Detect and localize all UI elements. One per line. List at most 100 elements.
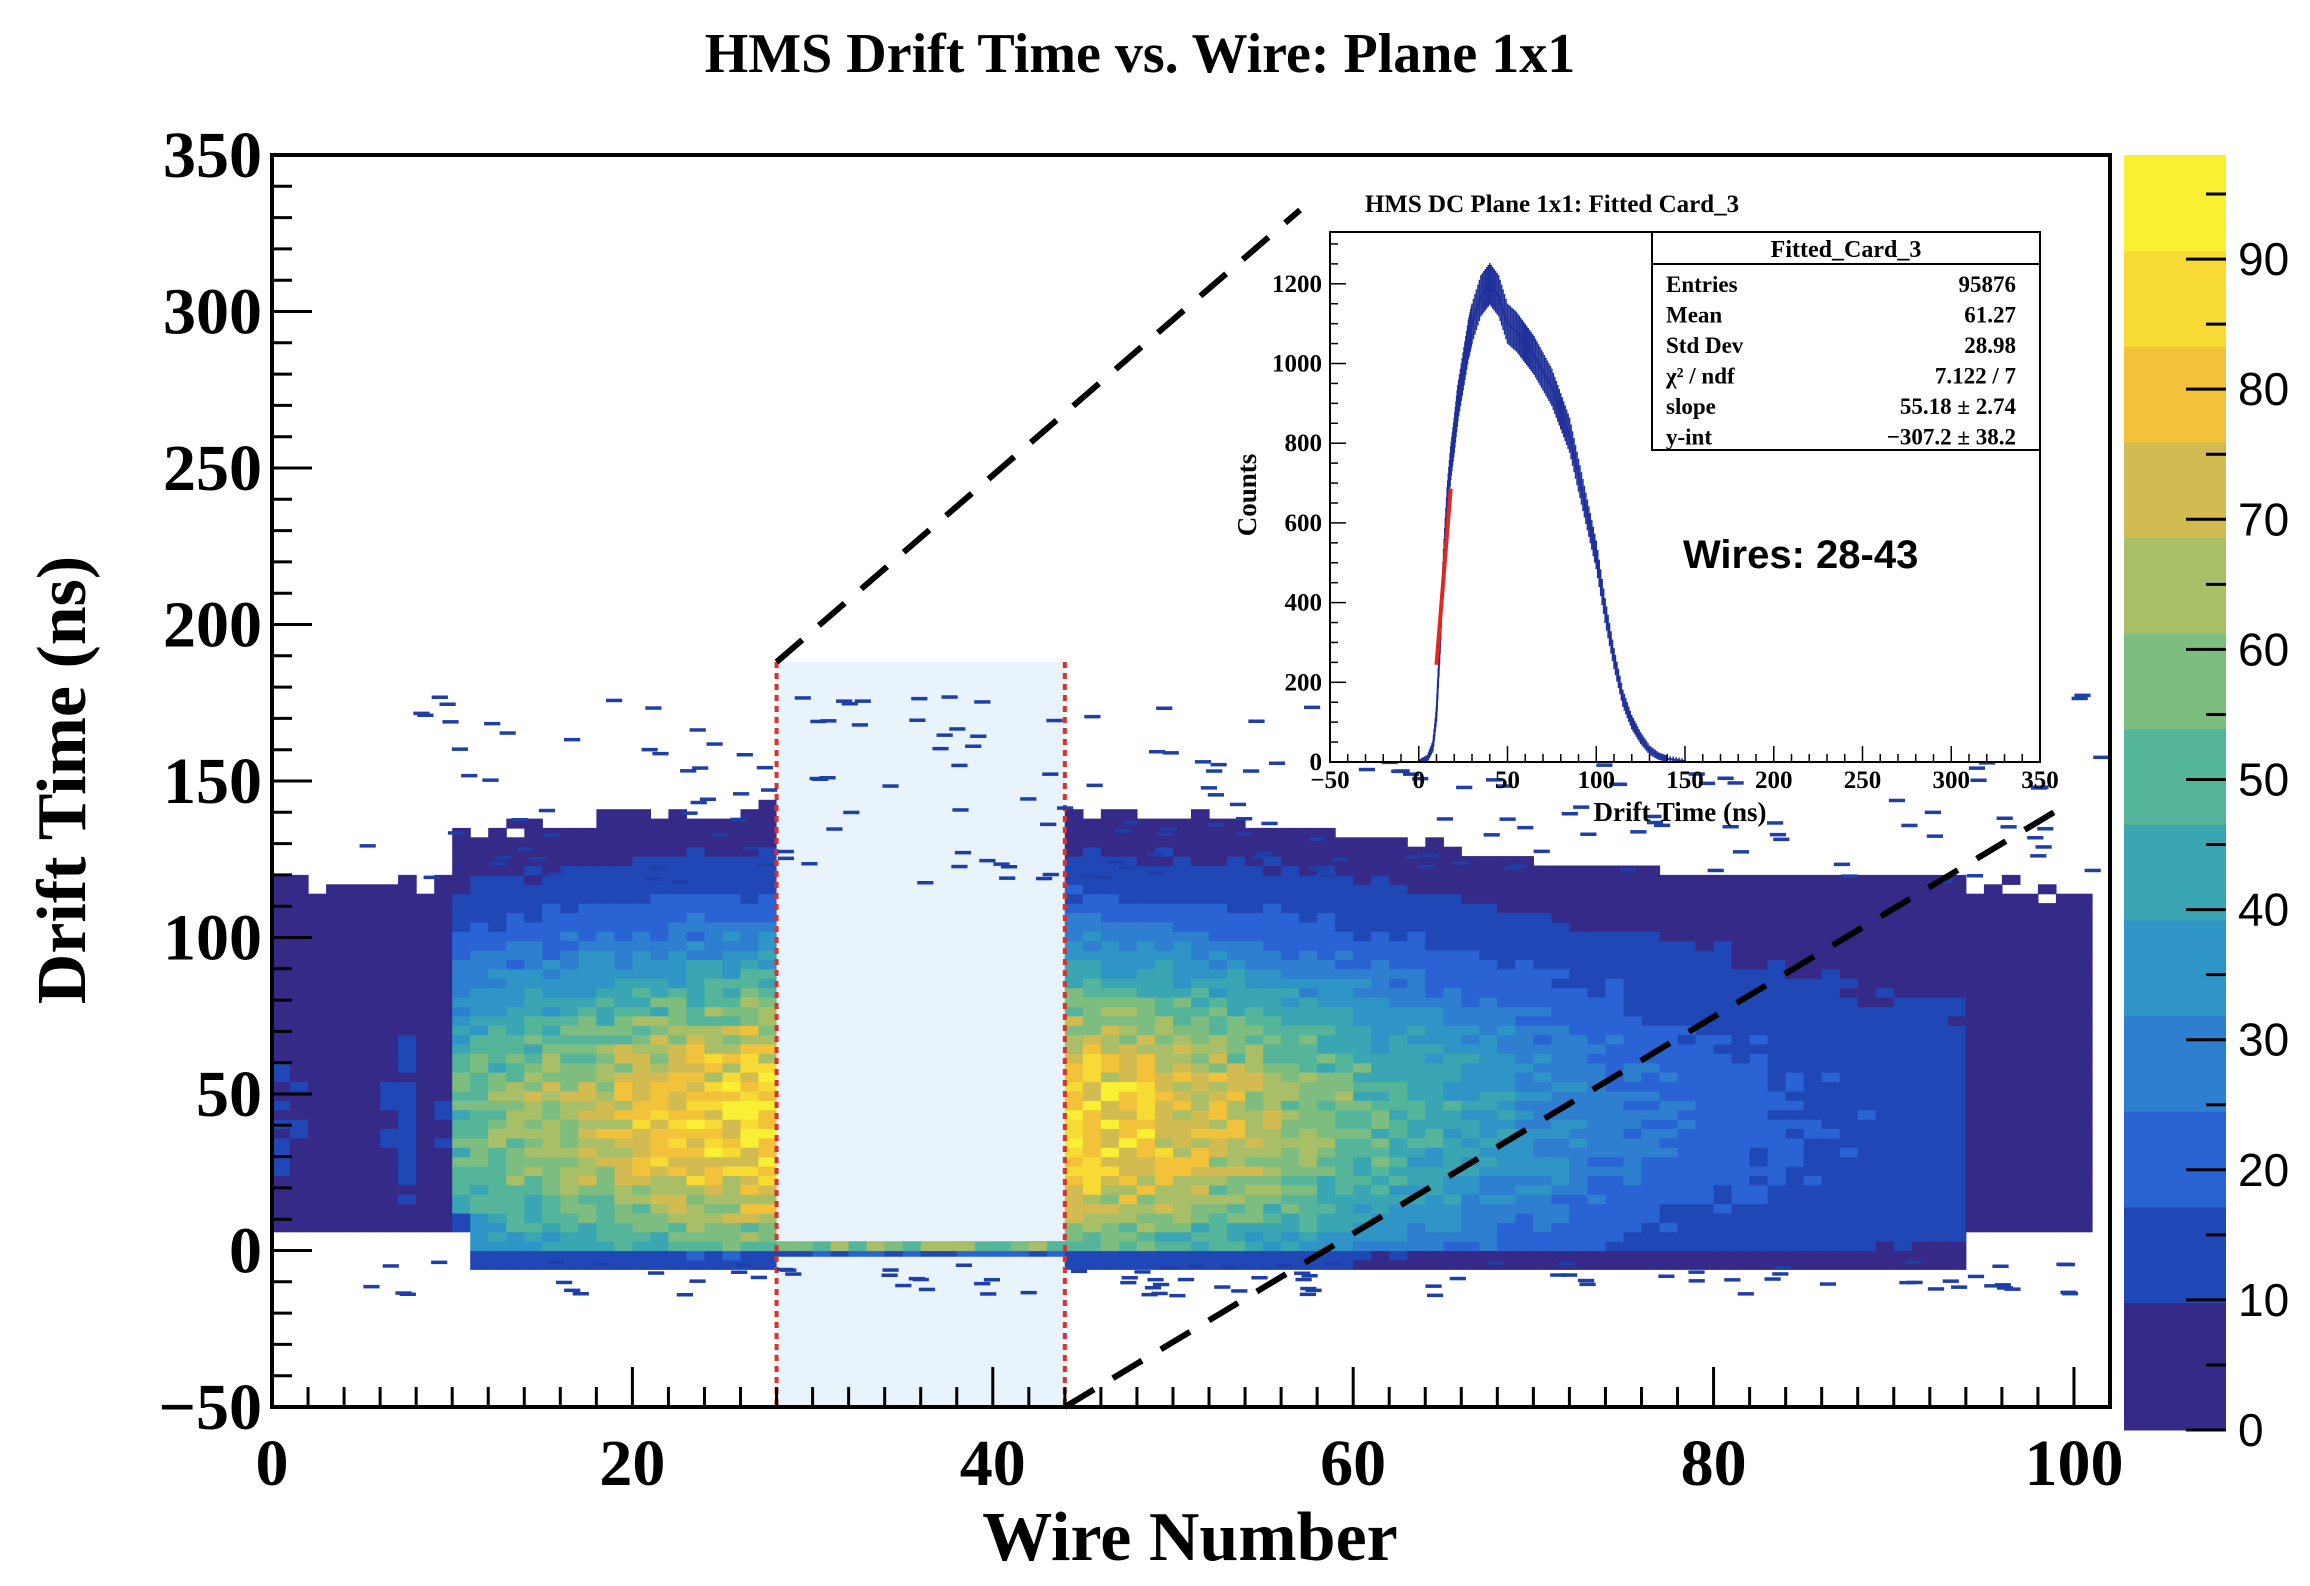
heatmap-cell bbox=[1173, 1194, 1192, 1205]
heatmap-outlier bbox=[1070, 1269, 1088, 1273]
heatmap-cell bbox=[1227, 1156, 1246, 1167]
heatmap-outlier bbox=[1698, 781, 1716, 786]
heatmap-outlier bbox=[447, 831, 465, 835]
heatmap-cell bbox=[1371, 1231, 1390, 1242]
heatmap-cell bbox=[1082, 1259, 1102, 1270]
heatmap-cell bbox=[1677, 1147, 1697, 1158]
heatmap-cell bbox=[1209, 1259, 1228, 1270]
heatmap-cell bbox=[1371, 1184, 1390, 1195]
heatmap-cell bbox=[326, 1175, 345, 1186]
heatmap-cell bbox=[308, 1184, 327, 1195]
heatmap-cell bbox=[1335, 997, 1354, 1007]
heatmap-cell bbox=[686, 1184, 706, 1195]
heatmap-cell bbox=[1245, 940, 1264, 951]
heatmap-cell bbox=[1028, 1241, 1048, 1252]
heatmap-outlier bbox=[1294, 1271, 1311, 1275]
heatmap-cell bbox=[1695, 1034, 1715, 1045]
heatmap-cell bbox=[344, 1081, 363, 1092]
heatmap-cell bbox=[560, 1006, 579, 1017]
heatmap-cell bbox=[1209, 1250, 1228, 1261]
heatmap-cell bbox=[1407, 1034, 1426, 1045]
heatmap-cell bbox=[434, 903, 453, 914]
heatmap-cell bbox=[1371, 1062, 1390, 1073]
heatmap-cell bbox=[1965, 921, 1985, 932]
heatmap-cell bbox=[1623, 1109, 1643, 1120]
heatmap-cell bbox=[1533, 1231, 1552, 1242]
heatmap-cell bbox=[272, 940, 291, 951]
heatmap-cell bbox=[686, 827, 706, 838]
heatmap-cell bbox=[1911, 1194, 1931, 1205]
heatmap-cell bbox=[1587, 940, 1606, 951]
heatmap-cell bbox=[1100, 884, 1120, 895]
heatmap-cell bbox=[758, 968, 778, 979]
heatmap-cell bbox=[686, 818, 706, 829]
heatmap-cell bbox=[1479, 1184, 1498, 1195]
heatmap-cell bbox=[1839, 1081, 1859, 1092]
heatmap-cell bbox=[1281, 1100, 1300, 1111]
heatmap-cell bbox=[1515, 1090, 1534, 1101]
heatmap-cell bbox=[1191, 837, 1210, 848]
heatmap-cell bbox=[1443, 874, 1462, 885]
heatmap-outlier bbox=[648, 1271, 665, 1275]
heatmap-cell bbox=[1281, 1015, 1300, 1026]
heatmap-cell bbox=[1713, 884, 1733, 895]
heatmap-cell bbox=[1605, 1222, 1625, 1233]
heatmap-cell bbox=[1623, 1250, 1643, 1261]
heatmap-cell bbox=[758, 893, 778, 904]
heatmap-cell bbox=[722, 1062, 742, 1073]
heatmap-cell bbox=[326, 968, 345, 979]
heatmap-cell bbox=[722, 1109, 742, 1120]
heatmap-cell bbox=[1965, 1184, 1985, 1195]
heatmap-cell bbox=[2019, 987, 2039, 998]
heatmap-cell bbox=[740, 987, 760, 998]
heatmap-cell bbox=[290, 1081, 309, 1092]
heatmap-cell bbox=[1695, 1212, 1715, 1223]
heatmap-cell bbox=[1551, 912, 1570, 923]
heatmap-cell bbox=[938, 1250, 958, 1261]
heatmap-cell bbox=[2037, 912, 2057, 923]
heatmap-cell bbox=[1767, 1109, 1787, 1120]
heatmap-cell bbox=[344, 1034, 363, 1045]
heatmap-cell bbox=[632, 1156, 651, 1167]
heatmap-cell bbox=[686, 1053, 706, 1064]
heatmap-cell bbox=[1803, 1194, 1823, 1205]
heatmap-cell bbox=[1118, 1175, 1138, 1186]
heatmap-cell bbox=[2037, 1212, 2057, 1223]
heatmap-cell bbox=[632, 1100, 651, 1111]
heatmap-cell bbox=[686, 1175, 706, 1186]
heatmap-cell bbox=[1443, 893, 1462, 904]
heatmap-cell bbox=[1118, 1166, 1138, 1176]
heatmap-cell bbox=[1353, 1166, 1372, 1176]
heatmap-cell bbox=[1911, 1212, 1931, 1223]
heatmap-cell bbox=[1515, 884, 1534, 895]
heatmap-outlier bbox=[1942, 1279, 1959, 1283]
heatmap-cell bbox=[470, 968, 489, 979]
heatmap-cell bbox=[1118, 903, 1138, 914]
heatmap-cell bbox=[1281, 931, 1300, 942]
heatmap-cell bbox=[308, 1072, 327, 1083]
heatmap-cell bbox=[1191, 921, 1210, 932]
heatmap-cell bbox=[1118, 1231, 1138, 1242]
heatmap-cell bbox=[1515, 1137, 1534, 1148]
heatmap-outlier bbox=[1412, 776, 1429, 781]
heatmap-outlier bbox=[955, 1263, 972, 1267]
heatmap-cell bbox=[1803, 1212, 1823, 1223]
heatmap-cell bbox=[1353, 1147, 1372, 1158]
heatmap-cell bbox=[1587, 1259, 1606, 1270]
heatmap-cell bbox=[326, 1166, 345, 1176]
heatmap-cell bbox=[1533, 931, 1552, 942]
heatmap-cell bbox=[1245, 884, 1264, 895]
heatmap-cell bbox=[1407, 1184, 1426, 1195]
heatmap-cell bbox=[1389, 921, 1408, 932]
heatmap-cell bbox=[1785, 903, 1805, 914]
heatmap-cell bbox=[758, 987, 778, 998]
heatmap-cell bbox=[1317, 950, 1336, 960]
heatmap-cell bbox=[1929, 1137, 1949, 1148]
heatmap-cell bbox=[614, 1222, 633, 1233]
heatmap-cell bbox=[1803, 874, 1823, 885]
heatmap-outlier bbox=[1153, 1282, 1170, 1287]
heatmap-cell bbox=[1605, 1250, 1625, 1261]
heatmap-cell bbox=[722, 1259, 742, 1270]
heatmap-cell bbox=[272, 1156, 291, 1167]
heatmap-cell bbox=[1929, 893, 1949, 904]
